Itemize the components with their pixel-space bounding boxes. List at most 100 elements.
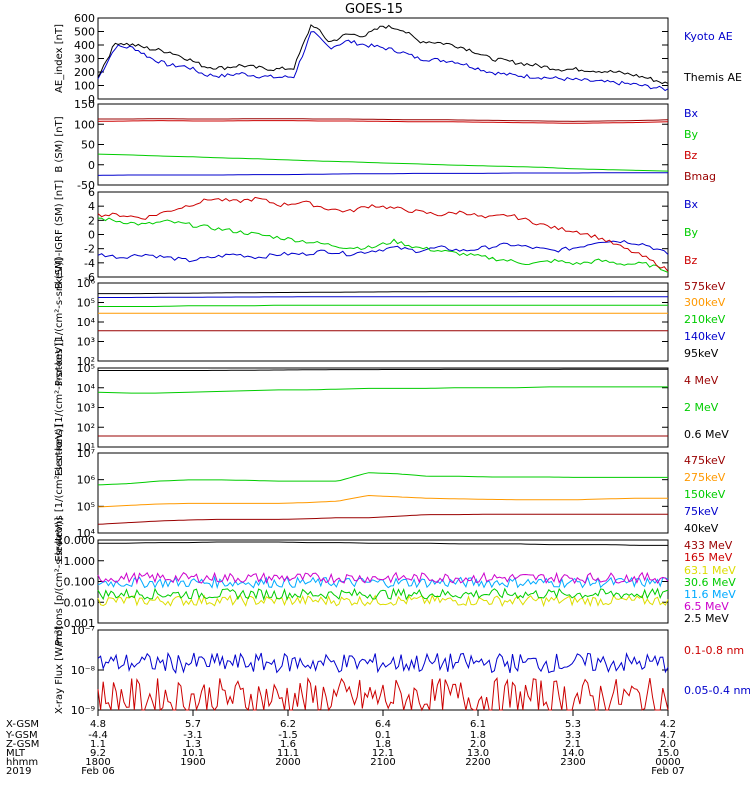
series-line <box>97 386 668 394</box>
y-tick-label: -50 <box>77 179 95 192</box>
y-tick-label: 10.000 <box>57 534 96 547</box>
figure-title: GOES-15 <box>345 2 403 17</box>
y-tick-label: 2 <box>88 214 95 227</box>
x-tick-label: 3.3 <box>565 730 581 741</box>
series-line <box>97 575 669 590</box>
x-tick-label: 1.8 <box>470 730 486 741</box>
series-line <box>97 172 668 176</box>
x-tick-label: 1.1 <box>90 739 106 750</box>
panel-8: 10⁻⁷ 10⁻⁸ 10⁻⁹ X-ray Flux [W/m²] 0.1-0.8 nm 0… <box>54 624 750 717</box>
x-tick-label: 6.2 <box>280 719 296 730</box>
y-tick-label: 10⁴ <box>77 316 96 329</box>
x-row-label: Y-GSM <box>5 730 38 741</box>
y-tick-label: 10³ <box>77 402 95 415</box>
legend-label: 95keV <box>684 347 719 360</box>
y-tick-label: 100 <box>74 118 95 131</box>
x-tick-label: 6.1 <box>470 719 486 730</box>
panel-frame <box>97 367 669 448</box>
series-line <box>97 494 668 508</box>
y-tick-label: 10⁷ <box>77 447 95 460</box>
x-tick-label: -3.1 <box>183 730 203 741</box>
y-tick-label: 600 <box>74 12 95 25</box>
series-line <box>98 368 668 371</box>
legend-label: 165 MeV <box>684 551 733 564</box>
legend-label: 63.1 MeV <box>684 564 736 577</box>
y-tick-label: 10⁴ <box>77 382 96 395</box>
legend-label: 75keV <box>684 505 719 518</box>
x-tick-label: 1900 <box>180 757 205 768</box>
legend-label: Bmag <box>684 170 716 183</box>
x-row-label: Z-GSM <box>6 739 39 750</box>
legend-label: Themis AE <box>683 71 742 84</box>
y-tick-label: 10⁻⁷ <box>71 624 95 637</box>
series-line <box>97 24 669 85</box>
x-tick-label: 12.1 <box>372 748 394 759</box>
x-row-label: hhmm <box>6 757 38 768</box>
x-tick-label: 2.1 <box>565 739 581 750</box>
y-tick-label: 0.001 <box>64 617 96 630</box>
y-tick-label: 50 <box>81 139 95 152</box>
legend-label: By <box>684 128 699 141</box>
x-row-label: 2019 <box>6 766 31 777</box>
series-line <box>98 296 668 298</box>
y-tick-label: -4 <box>84 257 95 270</box>
y-tick-label: 0 <box>88 93 95 106</box>
x-tick-label: 1.3 <box>185 739 201 750</box>
legend-label: 0.05-0.4 nm <box>684 684 750 697</box>
x-tick-label: 1.6 <box>280 739 296 750</box>
series-line <box>97 594 669 608</box>
legend-label: 40keV <box>684 522 719 535</box>
legend-label: By <box>684 226 699 239</box>
legend-label: 0.1-0.8 nm <box>684 644 744 657</box>
legend-label: Bz <box>684 149 698 162</box>
legend-label: 2.5 MeV <box>684 612 729 625</box>
y-tick-label: 100 <box>74 80 95 93</box>
legend-label: 140keV <box>684 330 726 343</box>
y-tick-label: 200 <box>74 66 95 79</box>
panel-frame <box>97 452 669 534</box>
y-tick-label: 0 <box>88 229 95 242</box>
legend-label: Bx <box>684 107 699 120</box>
x-tick-label: 14.0 <box>562 748 584 759</box>
series-line <box>97 120 669 124</box>
y-tick-label: 10⁶ <box>77 474 96 487</box>
x-tick-label: Feb 07 <box>651 766 685 777</box>
series-line <box>97 587 669 601</box>
x-tick-label: 4.2 <box>660 719 676 730</box>
x-tick-label: 2.0 <box>470 739 486 750</box>
x-tick-label: 6.4 <box>375 719 391 730</box>
x-tick-label: 10.1 <box>182 748 204 759</box>
legend-label: Kyoto AE <box>684 30 733 43</box>
y-tick-label: 4 <box>88 200 95 213</box>
x-tick-label: 11.1 <box>277 748 299 759</box>
legend-label: 4 MeV <box>684 374 719 387</box>
legend-label: 433 MeV <box>684 539 733 552</box>
x-tick-label: -1.5 <box>278 730 298 741</box>
legend-label: 6.5 MeV <box>684 600 729 613</box>
legend-label: 11.6 MeV <box>684 588 736 601</box>
series-line <box>97 217 669 273</box>
panel-2: 150 100 50 0 -50 B (SM) [nT] Bx By Bz Bmag <box>54 98 716 192</box>
y-tick-label: 10⁴ <box>77 527 96 540</box>
panel-frame <box>97 282 669 362</box>
y-tick-label: 500 <box>74 26 95 39</box>
series-line <box>97 513 668 525</box>
series-line <box>98 290 668 295</box>
y-axis-label: Protons [1/(cm²-s-sr-keV)] <box>54 258 65 386</box>
x-tick-label: 4.8 <box>90 719 106 730</box>
x-tick-label: 2000 <box>275 757 300 768</box>
panel-frame <box>97 629 669 711</box>
y-tick-label: 10² <box>77 355 95 368</box>
x-tick-label: -4.4 <box>88 730 108 741</box>
series-line <box>97 676 669 712</box>
y-axis-label: X-ray Flux [W/m²] <box>54 626 65 714</box>
y-tick-label: -2 <box>84 243 95 256</box>
panel-3: 642 0-2-4-6 B (SM)-IGRF (SM) [nT] Bx By Bz <box>54 180 699 289</box>
legend-label: 2 MeV <box>684 401 719 414</box>
y-tick-label: 0.010 <box>64 596 96 609</box>
x-tick-label: 2.0 <box>660 739 676 750</box>
x-tick-label: 13.0 <box>467 748 489 759</box>
x-tick-label: Feb 06 <box>81 766 115 777</box>
y-tick-label: 10² <box>77 421 95 434</box>
